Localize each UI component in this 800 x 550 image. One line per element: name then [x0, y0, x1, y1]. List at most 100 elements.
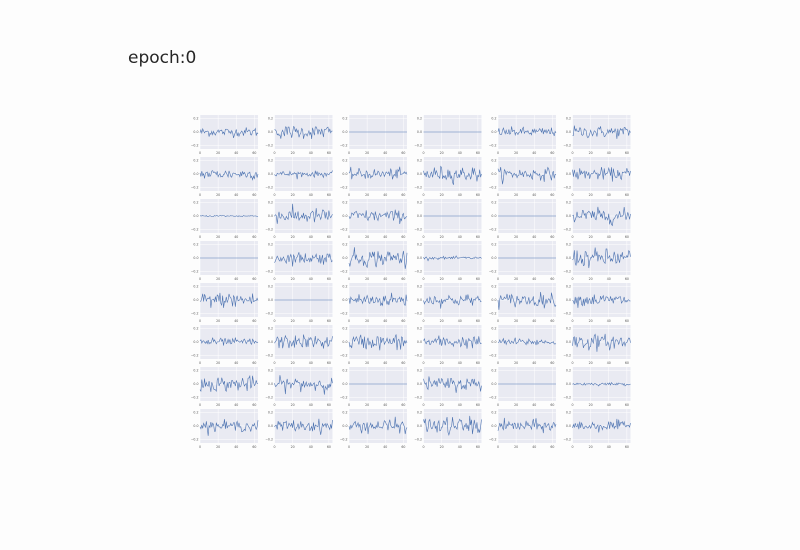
x-tick-label: 60 — [327, 403, 331, 407]
x-tick-label: 40 — [607, 445, 611, 449]
y-tick-label: 0.2 — [491, 200, 496, 204]
y-tick-label: −0.2 — [191, 312, 199, 316]
x-tick-label: 40 — [309, 151, 313, 155]
x-tick-label: 20 — [291, 235, 295, 239]
x-tick-label: 40 — [532, 319, 536, 323]
y-tick-label: 0.2 — [268, 326, 273, 330]
x-tick-label: 60 — [550, 277, 554, 281]
x-tick-label: 40 — [383, 445, 387, 449]
subplot-r5-c1: 0.2 0.0 −0.20 20 40 60 — [265, 325, 333, 365]
y-tick-label: 0.0 — [491, 340, 496, 344]
y-tick-label: 0.0 — [193, 256, 198, 260]
y-tick-label: −0.2 — [414, 228, 422, 232]
y-tick-label: 0.2 — [417, 242, 422, 246]
x-tick-label: 40 — [234, 193, 238, 197]
subplot-r2-c0: 0.2 0.0 −0.20 20 40 60 — [191, 199, 259, 239]
y-tick-label: 0.0 — [268, 130, 273, 134]
x-tick-label: 0 — [497, 403, 499, 407]
y-tick-label: 0.0 — [193, 172, 198, 176]
y-tick-label: 0.0 — [566, 214, 571, 218]
y-tick-label: 0.2 — [193, 326, 198, 330]
series-line — [348, 416, 408, 435]
y-tick-label: 0.2 — [268, 284, 273, 288]
x-tick-label: 0 — [199, 151, 201, 155]
x-tick-label: 60 — [550, 403, 554, 407]
y-tick-label: −0.2 — [340, 144, 348, 148]
y-tick-label: −0.2 — [340, 228, 348, 232]
x-tick-label: 20 — [216, 445, 220, 449]
x-tick-label: 0 — [571, 235, 573, 239]
x-tick-label: 0 — [199, 235, 201, 239]
subplot-r3-c5: 0.2 0.0 −0.20 20 40 60 — [563, 241, 631, 281]
x-tick-label: 20 — [291, 151, 295, 155]
y-tick-label: −0.2 — [489, 270, 497, 274]
x-tick-label: 20 — [365, 277, 369, 281]
x-tick-label: 40 — [234, 361, 238, 365]
subplot-r1-c3: 0.2 0.0 −0.20 20 40 60 — [414, 157, 482, 197]
x-tick-label: 60 — [327, 235, 331, 239]
x-tick-label: 40 — [458, 403, 462, 407]
x-tick-label: 20 — [291, 277, 295, 281]
x-tick-label: 40 — [532, 193, 536, 197]
y-tick-label: −0.2 — [265, 144, 273, 148]
x-tick-label: 40 — [607, 403, 611, 407]
series-line — [423, 335, 482, 349]
subplot-r5-c0: 0.2 0.0 −0.20 20 40 60 — [191, 325, 259, 365]
x-tick-label: 60 — [327, 361, 331, 365]
x-tick-label: 0 — [199, 277, 201, 281]
series-line — [423, 376, 482, 393]
series-line — [423, 294, 482, 309]
series-line — [274, 170, 333, 180]
series-line — [199, 170, 259, 181]
x-tick-label: 0 — [497, 445, 499, 449]
y-tick-label: −0.2 — [265, 270, 273, 274]
x-tick-label: 60 — [401, 235, 405, 239]
x-tick-label: 60 — [550, 319, 554, 323]
x-tick-label: 40 — [234, 319, 238, 323]
y-tick-label: 0.0 — [417, 214, 422, 218]
x-tick-label: 60 — [401, 445, 405, 449]
y-tick-label: 0.0 — [417, 298, 422, 302]
x-tick-label: 60 — [476, 403, 480, 407]
y-tick-label: −0.2 — [414, 186, 422, 190]
y-tick-label: 0.2 — [491, 158, 496, 162]
subplot-r7-c5: 0.2 0.0 −0.20 20 40 60 — [563, 409, 631, 449]
x-tick-label: 20 — [216, 403, 220, 407]
x-tick-label: 20 — [589, 403, 593, 407]
subplot-r4-c0: 0.2 0.0 −0.20 20 40 60 — [191, 283, 259, 323]
y-tick-label: −0.2 — [191, 396, 199, 400]
series-line — [199, 292, 259, 308]
x-tick-label: 0 — [497, 193, 499, 197]
x-tick-label: 40 — [532, 361, 536, 365]
x-tick-label: 60 — [476, 277, 480, 281]
y-tick-label: 0.2 — [193, 200, 198, 204]
y-tick-label: −0.2 — [414, 438, 422, 442]
x-tick-label: 0 — [199, 445, 201, 449]
y-tick-label: 0.0 — [491, 172, 496, 176]
x-tick-label: 40 — [383, 319, 387, 323]
y-tick-label: 0.2 — [268, 116, 273, 120]
y-tick-label: −0.2 — [191, 438, 199, 442]
x-tick-label: 40 — [607, 151, 611, 155]
y-tick-label: 0.0 — [417, 130, 422, 134]
y-tick-label: 0.2 — [193, 284, 198, 288]
y-tick-label: −0.2 — [563, 396, 571, 400]
series-line — [572, 206, 631, 227]
x-tick-label: 0 — [273, 277, 275, 281]
y-tick-label: −0.2 — [563, 186, 571, 190]
x-tick-label: 60 — [327, 193, 331, 197]
x-tick-label: 20 — [440, 361, 444, 365]
series-line — [274, 252, 333, 267]
x-tick-label: 20 — [365, 151, 369, 155]
y-tick-label: −0.2 — [489, 144, 497, 148]
x-tick-label: 40 — [607, 235, 611, 239]
x-tick-label: 20 — [291, 403, 295, 407]
y-tick-label: 0.2 — [342, 158, 347, 162]
y-tick-label: 0.0 — [193, 130, 198, 134]
x-tick-label: 20 — [440, 403, 444, 407]
x-tick-label: 20 — [440, 151, 444, 155]
x-tick-label: 40 — [309, 235, 313, 239]
x-tick-label: 0 — [571, 277, 573, 281]
x-tick-label: 60 — [252, 277, 256, 281]
x-tick-label: 20 — [216, 193, 220, 197]
